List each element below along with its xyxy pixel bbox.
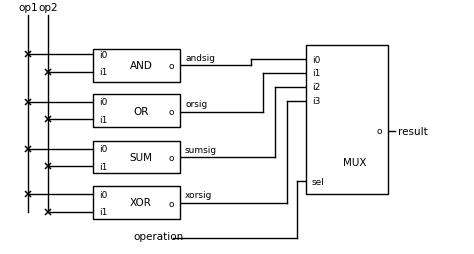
- Text: op1: op1: [18, 3, 38, 12]
- Text: i0: i0: [99, 190, 108, 199]
- Text: i1: i1: [99, 162, 108, 171]
- FancyBboxPatch shape: [306, 46, 388, 195]
- FancyBboxPatch shape: [93, 95, 180, 127]
- Text: orsig: orsig: [185, 100, 207, 109]
- Text: i3: i3: [312, 97, 320, 106]
- Text: i1: i1: [312, 69, 320, 78]
- Text: i1: i1: [99, 68, 108, 77]
- Text: i0: i0: [99, 51, 108, 59]
- FancyBboxPatch shape: [93, 141, 180, 173]
- Text: SUM: SUM: [129, 152, 153, 162]
- Text: o: o: [169, 108, 174, 117]
- Text: i0: i0: [99, 98, 108, 107]
- Text: xorsig: xorsig: [185, 191, 212, 200]
- Text: result: result: [398, 126, 428, 136]
- Text: op2: op2: [38, 3, 58, 12]
- Text: AND: AND: [129, 61, 152, 71]
- Text: i1: i1: [99, 115, 108, 124]
- Text: i1: i1: [99, 208, 108, 217]
- Text: andsig: andsig: [185, 54, 215, 62]
- Text: operation: operation: [133, 231, 183, 241]
- FancyBboxPatch shape: [93, 186, 180, 219]
- Text: sumsig: sumsig: [185, 145, 217, 154]
- FancyBboxPatch shape: [93, 50, 180, 82]
- Text: i0: i0: [99, 145, 108, 153]
- Text: o: o: [169, 153, 174, 162]
- Text: o: o: [169, 199, 174, 208]
- Text: o: o: [376, 126, 382, 136]
- Text: XOR: XOR: [130, 198, 152, 208]
- Text: sel: sel: [312, 177, 325, 186]
- Text: MUX: MUX: [343, 157, 367, 167]
- Text: o: o: [169, 62, 174, 71]
- Text: i2: i2: [312, 83, 320, 92]
- Text: OR: OR: [133, 106, 149, 116]
- Text: i0: i0: [312, 55, 320, 65]
